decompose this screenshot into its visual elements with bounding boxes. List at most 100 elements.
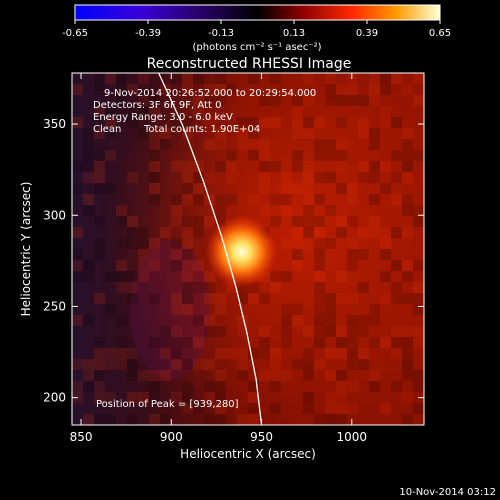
- image-pixel: [292, 128, 303, 139]
- image-pixel: [303, 161, 314, 172]
- y-tick-label: 250: [43, 299, 66, 313]
- image-pixel: [193, 183, 204, 194]
- image-pixel: [182, 172, 193, 183]
- image-pixel: [215, 348, 226, 359]
- image-pixel: [182, 381, 193, 392]
- detectors-annotation: Detectors: 3F 6F 9F, Att 0: [93, 100, 221, 111]
- image-pixel: [248, 381, 259, 392]
- image-pixel: [380, 84, 391, 95]
- image-pixel: [336, 227, 347, 238]
- image-pixel: [413, 282, 424, 293]
- image-pixel: [336, 161, 347, 172]
- image-pixel: [336, 370, 347, 381]
- total-counts-annotation: Total counts: 1.90E+04: [143, 124, 260, 135]
- image-pixel: [380, 106, 391, 117]
- image-pixel: [160, 84, 171, 95]
- image-pixel: [149, 293, 160, 304]
- image-pixel: [303, 117, 314, 128]
- y-tick-label: 200: [43, 391, 66, 405]
- image-pixel: [391, 337, 402, 348]
- image-pixel: [314, 238, 325, 249]
- image-pixel: [402, 205, 413, 216]
- image-pixel: [94, 106, 105, 117]
- image-pixel: [270, 73, 281, 84]
- y-tick-label: 300: [43, 208, 66, 222]
- image-pixel: [127, 227, 138, 238]
- image-pixel: [402, 414, 413, 425]
- image-pixel: [226, 194, 237, 205]
- image-pixel: [72, 227, 83, 238]
- image-pixel: [347, 315, 358, 326]
- image-pixel: [270, 271, 281, 282]
- image-pixel: [259, 161, 270, 172]
- image-pixel: [193, 73, 204, 84]
- image-pixel: [127, 117, 138, 128]
- image-pixel: [292, 260, 303, 271]
- image-pixel: [160, 337, 171, 348]
- image-pixel: [369, 139, 380, 150]
- image-pixel: [391, 172, 402, 183]
- image-pixel: [391, 348, 402, 359]
- image-pixel: [116, 260, 127, 271]
- image-pixel: [336, 392, 347, 403]
- image-pixel: [94, 73, 105, 84]
- image-pixel: [72, 161, 83, 172]
- image-pixel: [413, 370, 424, 381]
- image-pixel: [215, 161, 226, 172]
- image-pixel: [303, 73, 314, 84]
- image-pixel: [215, 370, 226, 381]
- image-pixel: [391, 150, 402, 161]
- image-pixel: [347, 183, 358, 194]
- image-pixel: [259, 150, 270, 161]
- image-pixel: [281, 337, 292, 348]
- image-pixel: [248, 414, 259, 425]
- image-pixel: [204, 84, 215, 95]
- image-pixel: [83, 271, 94, 282]
- image-pixel: [237, 359, 248, 370]
- image-pixel: [292, 315, 303, 326]
- image-pixel: [248, 117, 259, 128]
- image-pixel: [94, 359, 105, 370]
- image-pixel: [127, 238, 138, 249]
- image-pixel: [94, 172, 105, 183]
- image-pixel: [94, 216, 105, 227]
- image-pixel: [138, 227, 149, 238]
- image-pixel: [138, 95, 149, 106]
- image-pixel: [303, 392, 314, 403]
- image-pixel: [149, 150, 160, 161]
- colorbar-gradient: [74, 4, 441, 21]
- image-pixel: [292, 238, 303, 249]
- image-pixel: [314, 271, 325, 282]
- image-pixel: [171, 249, 182, 260]
- image-pixel: [347, 293, 358, 304]
- image-pixel: [182, 73, 193, 84]
- image-pixel: [358, 326, 369, 337]
- image-pixel: [347, 249, 358, 260]
- image-pixel: [303, 183, 314, 194]
- image-pixel: [303, 194, 314, 205]
- image-pixel: [413, 381, 424, 392]
- image-pixel: [281, 238, 292, 249]
- image-pixel: [369, 227, 380, 238]
- image-pixel: [325, 293, 336, 304]
- image-pixel: [127, 84, 138, 95]
- image-pixel: [138, 249, 149, 260]
- image-pixel: [204, 414, 215, 425]
- image-pixel: [237, 370, 248, 381]
- image-pixel: [391, 117, 402, 128]
- colorbar-unit-label: (photons cm⁻² s⁻¹ asec⁻²): [192, 42, 321, 53]
- image-pixel: [413, 73, 424, 84]
- image-pixel: [281, 271, 292, 282]
- image-pixel: [182, 359, 193, 370]
- image-pixel: [116, 348, 127, 359]
- image-pixel: [270, 403, 281, 414]
- annotations: 9-Nov-2014 20:26:52.000 to 20:29:54.000 …: [93, 88, 316, 410]
- image-pixel: [259, 348, 270, 359]
- image-pixel: [127, 282, 138, 293]
- image-pixel: [160, 139, 171, 150]
- image-pixel: [116, 95, 127, 106]
- image-pixel: [193, 227, 204, 238]
- image-pixel: [281, 370, 292, 381]
- image-pixel: [259, 205, 270, 216]
- image-pixel: [369, 73, 380, 84]
